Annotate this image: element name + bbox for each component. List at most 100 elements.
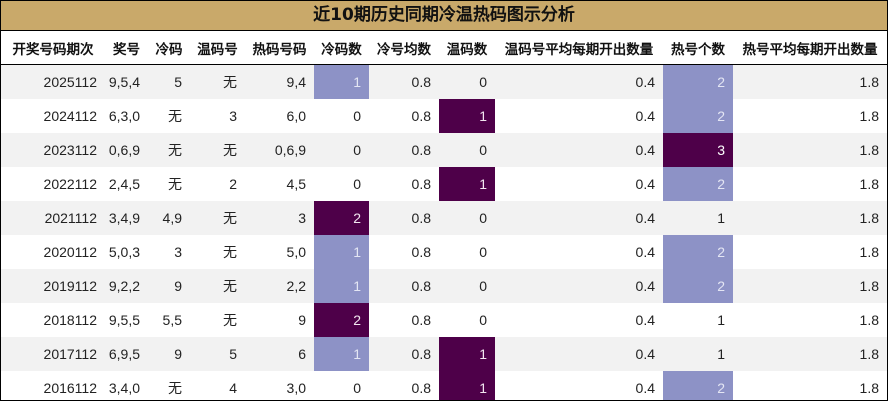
cold-average-cell: 0.8: [369, 269, 439, 303]
warm-average-cell: 0.4: [495, 201, 663, 235]
cold-count-cell: 2: [314, 201, 369, 235]
warm-digits-cell: 无: [190, 303, 245, 337]
draw-period-cell: 2016112: [1, 371, 105, 400]
warm-average-cell: 0.4: [495, 133, 663, 167]
draw-period-cell: 2022112: [1, 167, 105, 201]
winning-number-cell: 9,5,4: [105, 64, 148, 99]
winning-number-cell: 9,2,2: [105, 269, 148, 303]
warm-digits-cell: 3: [190, 99, 245, 133]
winning-number-cell: 0,6,9: [105, 133, 148, 167]
hot-average-cell: 1.8: [733, 303, 887, 337]
cold-count-cell: 1: [314, 269, 369, 303]
cold-digits-cell: 5: [148, 64, 190, 99]
warm-average-cell: 0.4: [495, 99, 663, 133]
warm-average-cell: 0.4: [495, 235, 663, 269]
hot-digits-cell: 5,0: [245, 235, 314, 269]
cold-digits-cell: 无: [148, 167, 190, 201]
hot-count-cell: 2: [663, 269, 733, 303]
warm-average-cell: 0.4: [495, 64, 663, 99]
hot-digits-cell: 0,6,9: [245, 133, 314, 167]
warm-count-cell: 0: [439, 269, 495, 303]
warm-average-cell: 0.4: [495, 167, 663, 201]
col-header-cold-average: 冷号均数: [369, 31, 439, 65]
table-body: 2025112 9,5,4 5 无 9,4 1 0.8 0 0.4 2 1.8 2024112 6,3,…: [1, 64, 887, 400]
warm-average-cell: 0.4: [495, 303, 663, 337]
winning-number-cell: 9,5,5: [105, 303, 148, 337]
draw-period-cell: 2025112: [1, 64, 105, 99]
warm-average-cell: 0.4: [495, 371, 663, 400]
col-header-warm-digits: 温码号: [190, 31, 245, 65]
cold-digits-cell: 3: [148, 235, 190, 269]
table-row: 2024112 6,3,0 无 3 6,0 0 0.8 1 0.4 2 1.8: [1, 99, 887, 133]
hot-average-cell: 1.8: [733, 167, 887, 201]
table-row: 2021112 3,4,9 4,9 无 3 2 0.8 0 0.4 1 1.8: [1, 201, 887, 235]
hot-average-cell: 1.8: [733, 99, 887, 133]
cold-count-cell: 1: [314, 64, 369, 99]
hot-digits-cell: 3: [245, 201, 314, 235]
hot-count-cell: 1: [663, 337, 733, 371]
cold-digits-cell: 无: [148, 371, 190, 400]
hot-digits-cell: 9,4: [245, 64, 314, 99]
col-header-hot-count: 热号个数: [663, 31, 733, 65]
hot-digits-cell: 6,0: [245, 99, 314, 133]
cold-digits-cell: 9: [148, 337, 190, 371]
warm-digits-cell: 5: [190, 337, 245, 371]
table-row: 2019112 9,2,2 9 无 2,2 1 0.8 0 0.4 2 1.8: [1, 269, 887, 303]
winning-number-cell: 2,4,5: [105, 167, 148, 201]
warm-digits-cell: 无: [190, 133, 245, 167]
warm-digits-cell: 无: [190, 235, 245, 269]
hot-average-cell: 1.8: [733, 269, 887, 303]
cold-digits-cell: 无: [148, 133, 190, 167]
col-header-cold-count: 冷码数: [314, 31, 369, 65]
table-row: 2022112 2,4,5 无 2 4,5 0 0.8 1 0.4 2 1.8: [1, 167, 887, 201]
hot-digits-cell: 2,2: [245, 269, 314, 303]
cold-count-cell: 1: [314, 235, 369, 269]
col-header-warm-average: 温码号平均每期开出数量: [495, 31, 663, 65]
draw-period-cell: 2020112: [1, 235, 105, 269]
cold-average-cell: 0.8: [369, 337, 439, 371]
cold-digits-cell: 4,9: [148, 201, 190, 235]
analysis-table: 开奖号码期次 奖号 冷码 温码号 热码号码 冷码数 冷号均数 温码数 温码号平均…: [1, 31, 887, 400]
table-row: 2020112 5,0,3 3 无 5,0 1 0.8 0 0.4 2 1.8: [1, 235, 887, 269]
hot-average-cell: 1.8: [733, 201, 887, 235]
warm-count-cell: 1: [439, 99, 495, 133]
table-row: 2025112 9,5,4 5 无 9,4 1 0.8 0 0.4 2 1.8: [1, 64, 887, 99]
warm-count-cell: 0: [439, 133, 495, 167]
cold-count-cell: 0: [314, 371, 369, 400]
warm-count-cell: 0: [439, 235, 495, 269]
warm-digits-cell: 无: [190, 269, 245, 303]
cold-average-cell: 0.8: [369, 235, 439, 269]
warm-count-cell: 1: [439, 371, 495, 400]
table-row: 2023112 0,6,9 无无 0,6,9 0 0.8 0 0.4 3 1.8: [1, 133, 887, 167]
cold-count-cell: 1: [314, 337, 369, 371]
cold-average-cell: 0.8: [369, 99, 439, 133]
hot-average-cell: 1.8: [733, 133, 887, 167]
winning-number-cell: 6,3,0: [105, 99, 148, 133]
header-row: 开奖号码期次 奖号 冷码 温码号 热码号码 冷码数 冷号均数 温码数 温码号平均…: [1, 31, 887, 65]
winning-number-cell: 5,0,3: [105, 235, 148, 269]
draw-period-cell: 2019112: [1, 269, 105, 303]
hot-count-cell: 2: [663, 99, 733, 133]
hot-average-cell: 1.8: [733, 235, 887, 269]
hot-count-cell: 2: [663, 235, 733, 269]
warm-average-cell: 0.4: [495, 337, 663, 371]
warm-digits-cell: 4: [190, 371, 245, 400]
draw-period-cell: 2018112: [1, 303, 105, 337]
draw-period-cell: 2021112: [1, 201, 105, 235]
warm-digits-cell: 2: [190, 167, 245, 201]
winning-number-cell: 3,4,0: [105, 371, 148, 400]
hot-digits-cell: 4,5: [245, 167, 314, 201]
cold-count-cell: 0: [314, 167, 369, 201]
winning-number-cell: 6,9,5: [105, 337, 148, 371]
cold-count-cell: 2: [314, 303, 369, 337]
winning-number-cell: 3,4,9: [105, 201, 148, 235]
table-row: 2018112 9,5,5 5,5 无 9 2 0.8 0 0.4 1 1.8: [1, 303, 887, 337]
cold-average-cell: 0.8: [369, 64, 439, 99]
cold-average-cell: 0.8: [369, 167, 439, 201]
col-header-warm-count: 温码数: [439, 31, 495, 65]
hot-count-cell: 2: [663, 167, 733, 201]
hot-count-cell: 1: [663, 303, 733, 337]
warm-count-cell: 1: [439, 337, 495, 371]
warm-count-cell: 0: [439, 303, 495, 337]
draw-period-cell: 2017112: [1, 337, 105, 371]
